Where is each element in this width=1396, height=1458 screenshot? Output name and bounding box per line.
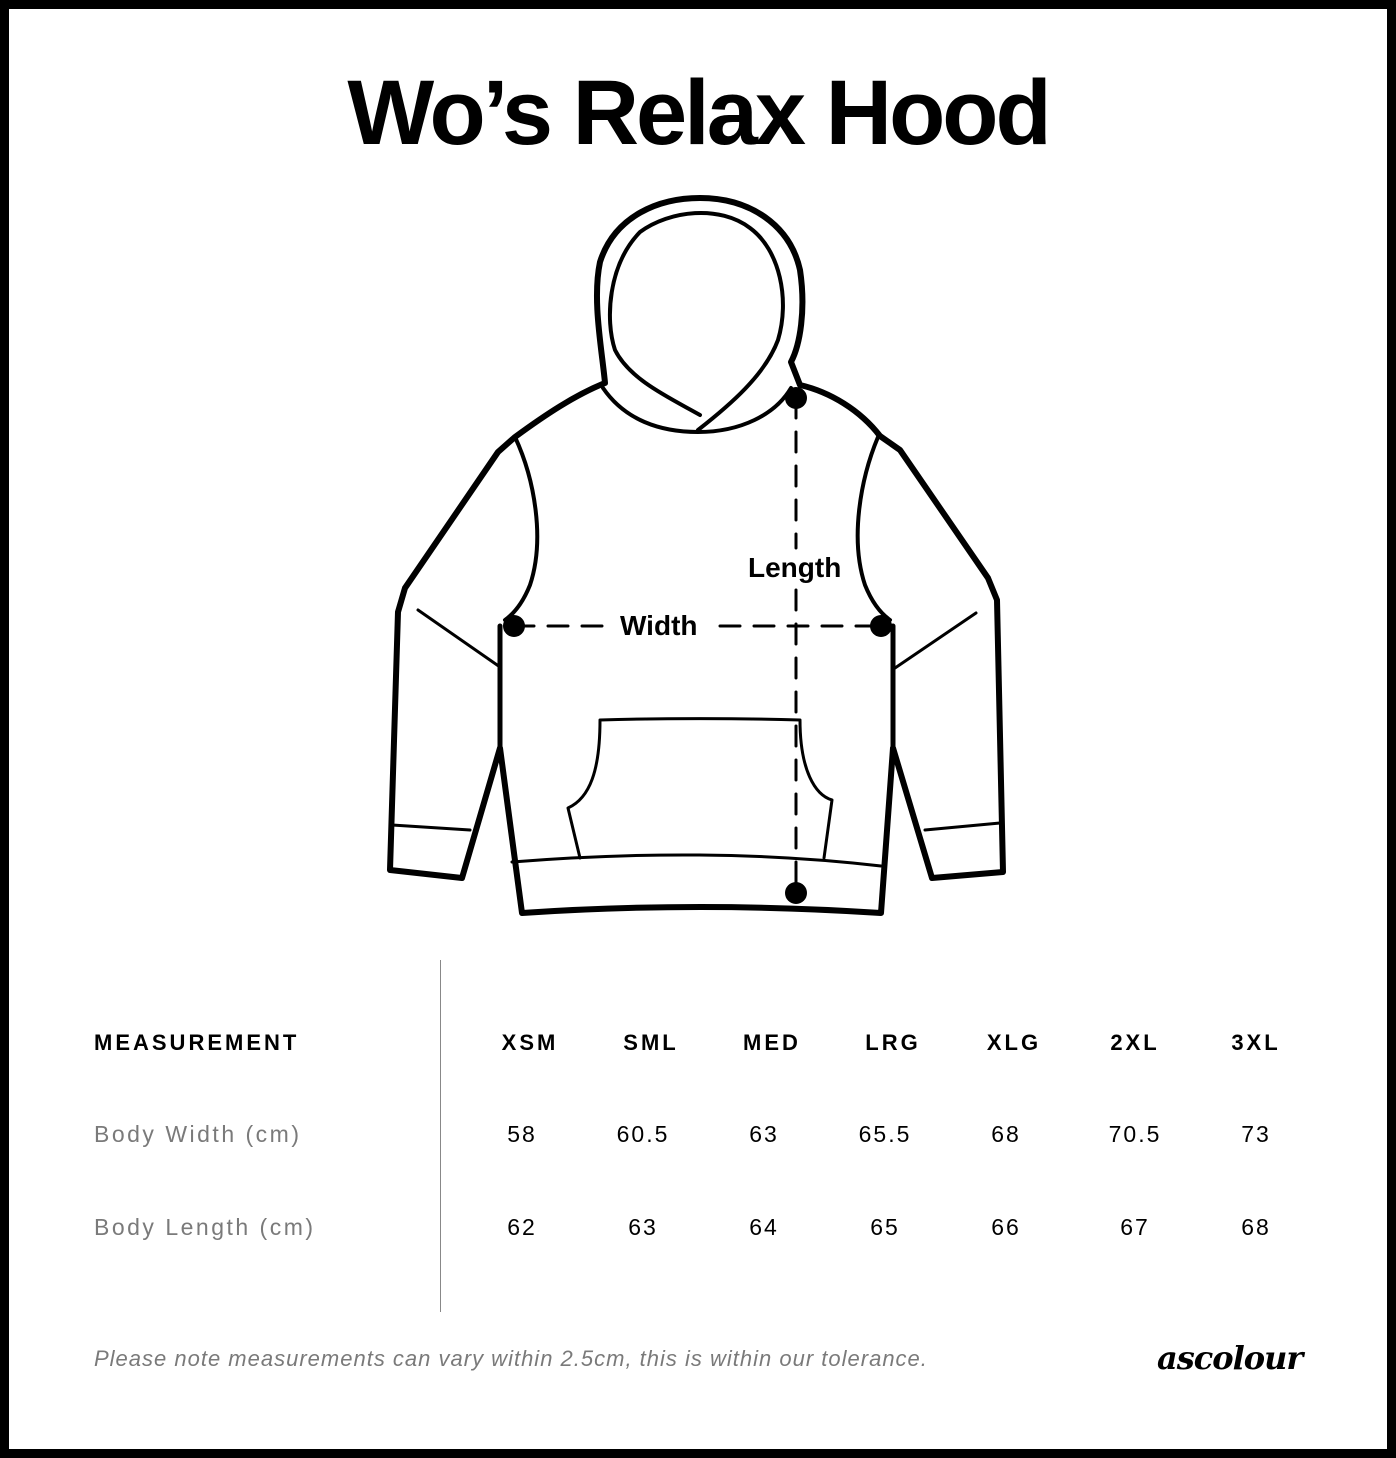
hood-inner xyxy=(607,211,785,432)
hem-line xyxy=(510,853,883,868)
table-cell: 68 xyxy=(1241,1214,1271,1240)
size-header-xlg: XLG xyxy=(986,1030,1042,1055)
hoodie-outline xyxy=(387,195,1006,916)
table-cell: 65.5 xyxy=(858,1121,912,1147)
table-cell: 64 xyxy=(749,1214,779,1240)
table-cell: 73 xyxy=(1241,1121,1271,1147)
kangaroo-pocket xyxy=(566,717,834,860)
table-divider xyxy=(440,960,441,1312)
row-label-body-width: Body Width (cm) xyxy=(94,1121,302,1147)
page-title: Wo’s Relax Hood xyxy=(347,62,1051,164)
table-cell: 60.5 xyxy=(616,1121,670,1147)
width-label: Width xyxy=(620,610,698,641)
left-armhole xyxy=(503,435,540,622)
length-label: Length xyxy=(748,552,842,583)
table-cell: 67 xyxy=(1120,1214,1150,1240)
tolerance-note: Please note measurements can vary within… xyxy=(94,1346,928,1371)
table-cell: 65 xyxy=(870,1214,900,1240)
brand-logo: ascolour xyxy=(1157,1339,1303,1377)
length-top-dot xyxy=(785,387,807,409)
size-header-3xl: 3XL xyxy=(1231,1030,1281,1055)
width-left-dot xyxy=(503,615,525,637)
table-cell: 58 xyxy=(507,1121,537,1147)
size-header-2xl: 2XL xyxy=(1110,1030,1160,1055)
size-header-xsm: XSM xyxy=(501,1030,559,1055)
table-cell: 68 xyxy=(991,1121,1021,1147)
table-cell: 62 xyxy=(507,1214,537,1240)
left-cuff-line xyxy=(390,823,472,832)
table-cell: 70.5 xyxy=(1108,1121,1162,1147)
right-armhole xyxy=(855,435,892,622)
right-cuff-line xyxy=(923,821,1002,832)
right-sleeve-crease xyxy=(893,611,978,670)
row-label-body-length: Body Length (cm) xyxy=(94,1214,316,1240)
size-header-lrg: LRG xyxy=(865,1030,921,1055)
table-cell: 66 xyxy=(991,1214,1021,1240)
size-header-sml: SML xyxy=(623,1030,679,1055)
table-cell: 63 xyxy=(628,1214,658,1240)
length-bottom-dot xyxy=(785,882,807,904)
collar xyxy=(601,386,793,434)
left-sleeve-crease xyxy=(416,608,502,669)
size-header-med: MED xyxy=(743,1030,801,1055)
width-right-dot xyxy=(870,615,892,637)
table-cell: 63 xyxy=(749,1121,779,1147)
measurement-header: MEASUREMENT xyxy=(94,1030,300,1055)
